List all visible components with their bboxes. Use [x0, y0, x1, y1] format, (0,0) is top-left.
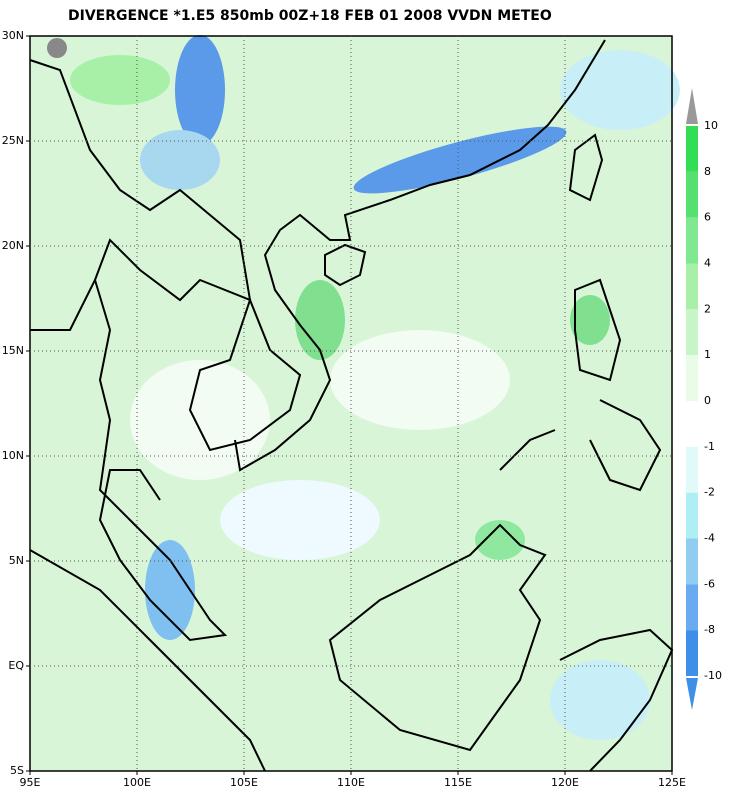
lat-label: 20N: [2, 239, 24, 252]
lat-label: 15N: [2, 344, 24, 357]
colorbar-swatch: [686, 584, 698, 631]
colorbar-swatch: [686, 217, 698, 264]
colorbar-label: 1: [704, 348, 711, 361]
colorbar-label: 8: [704, 165, 711, 178]
colorbar-label: -4: [704, 532, 715, 545]
colorbar-swatch: [686, 492, 698, 539]
colorbar-label: -8: [704, 623, 715, 636]
colorbar-label: 6: [704, 211, 711, 224]
colorbar-label: -2: [704, 486, 715, 499]
lon-label: 125E: [658, 776, 686, 789]
colorbar-label: 10: [704, 119, 718, 132]
colorbar-swatch: [686, 355, 698, 401]
lat-label: 5N: [9, 554, 24, 567]
lat-label: 5S: [10, 764, 24, 777]
lat-label: 25N: [2, 134, 24, 147]
colorbar-swatch: [686, 309, 698, 356]
colorbar-swatch: [686, 171, 698, 218]
lat-label: 30N: [2, 29, 24, 42]
colorbar-label: 2: [704, 302, 711, 315]
colorbar-label: 0: [704, 394, 711, 407]
lon-label: 115E: [444, 776, 472, 789]
colorbar-label: 4: [704, 257, 711, 270]
lat-label: 10N: [2, 449, 24, 462]
colorbar-swatch: [686, 126, 698, 172]
lat-label: EQ: [8, 659, 24, 672]
lon-label: 95E: [20, 776, 41, 789]
colorbar-label: -6: [704, 577, 715, 590]
lon-label: 100E: [123, 776, 151, 789]
map-title: DIVERGENCE *1.E5 850mb 00Z+18 FEB 01 200…: [68, 8, 552, 24]
colorbar-swatch: [686, 263, 698, 310]
colorbar-label: -10: [704, 669, 722, 682]
colorbar-swatch: [686, 538, 698, 585]
colorbar-label: -1: [704, 440, 715, 453]
lon-label: 110E: [337, 776, 365, 789]
colorbar-swatch: [686, 446, 698, 493]
lon-label: 120E: [551, 776, 579, 789]
coastlines: [29, 39, 674, 772]
lon-label: 105E: [230, 776, 258, 789]
colorbar-swatch: [686, 630, 698, 676]
